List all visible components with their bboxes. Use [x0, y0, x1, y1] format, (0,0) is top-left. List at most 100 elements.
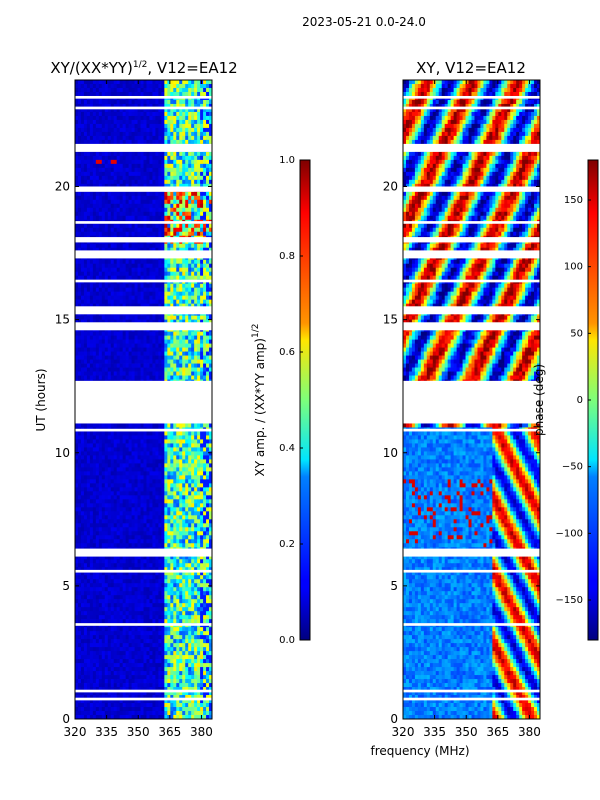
left-heatmap-cell [83, 371, 88, 376]
left-heatmap-cell [203, 451, 207, 456]
left-heatmap-cell [203, 503, 207, 508]
left-heatmap-cell [119, 271, 124, 277]
left-heatmap-cell [182, 467, 186, 472]
left-heatmap-cell [140, 511, 144, 516]
left-heatmap-cell [146, 463, 150, 468]
left-heatmap-cell [83, 507, 88, 512]
left-heatmap-cell [116, 195, 121, 201]
left-heatmap-cell [113, 127, 118, 133]
left-heatmap-cell [80, 127, 85, 133]
left-heatmap-cell [203, 435, 207, 440]
left-heatmap-cell [158, 119, 162, 125]
left-heatmap-cell [107, 275, 112, 281]
left-heatmap-cell [116, 223, 121, 229]
left-heatmap-cell [176, 231, 180, 237]
left-heatmap-cell [77, 179, 82, 185]
left-heatmap-cell [173, 111, 177, 117]
left-heatmap-cell [113, 139, 118, 145]
left-heatmap-cell [86, 195, 91, 201]
left-heatmap-cell [107, 203, 112, 209]
left-heatmap-cell [140, 479, 144, 484]
left-heatmap-cell [203, 163, 207, 169]
left-heatmap-cell [200, 223, 204, 229]
left-heatmap-cell [158, 467, 162, 472]
left-heatmap-cell [173, 303, 177, 309]
left-heatmap-cell [125, 271, 130, 277]
left-heatmap-cell [101, 343, 106, 348]
left-heatmap-cell [179, 371, 183, 376]
left-heatmap-cell [125, 339, 130, 344]
left-heatmap-cell [182, 483, 186, 488]
left-heatmap-cell [203, 80, 207, 85]
left-heatmap-cell [107, 135, 112, 141]
left-heatmap-cell [194, 183, 198, 189]
left-heatmap-cell [197, 211, 201, 217]
left-heatmap-cell [206, 335, 210, 340]
left-heatmap-cell [182, 99, 186, 105]
left-heatmap-cell [191, 459, 195, 464]
left-heatmap-cell [95, 107, 100, 113]
left-heatmap-cell [209, 103, 213, 109]
left-heatmap-cell [137, 479, 141, 484]
left-heatmap-cell [182, 503, 186, 508]
left-heatmap-cell [179, 359, 183, 364]
left-heatmap-cell [122, 80, 127, 85]
left-heatmap-cell [203, 191, 207, 197]
left-heatmap-cell [182, 375, 186, 380]
left-heatmap-cell [125, 231, 130, 237]
left-heatmap-cell [206, 351, 210, 356]
left-heatmap-cell [149, 487, 153, 492]
left-heatmap-cell [191, 363, 195, 368]
left-heatmap-cell [149, 131, 153, 137]
left-heatmap-cell [182, 291, 186, 297]
left-heatmap-cell [158, 271, 162, 277]
left-heatmap-cell [203, 287, 207, 293]
left-heatmap-cell [164, 103, 168, 109]
left-heatmap-cell [101, 99, 106, 105]
left-heatmap-cell [146, 291, 150, 297]
left-heatmap-cell [107, 151, 112, 157]
left-heatmap-cell [134, 275, 138, 281]
left-heatmap-cell [110, 91, 115, 97]
left-heatmap-cell [92, 375, 97, 380]
left-heatmap-cell [128, 463, 132, 468]
left-heatmap-cell [98, 155, 103, 161]
left-heatmap-cell [200, 283, 204, 289]
left-heatmap-cell [98, 319, 103, 325]
left-heatmap-cell [122, 511, 127, 516]
left-heatmap-cell [164, 247, 168, 253]
left-heatmap-cell [179, 151, 183, 157]
left-heatmap-cell [143, 479, 147, 484]
left-heatmap-cell [188, 259, 192, 265]
left-heatmap-cell [119, 107, 124, 113]
left-heatmap-cell [75, 439, 79, 444]
left-heatmap-cell [116, 491, 121, 496]
left-heatmap-cell [173, 80, 177, 85]
left-heatmap-cell [170, 203, 174, 209]
left-heatmap-cell [164, 127, 168, 133]
left-heatmap-cell [101, 435, 106, 440]
left-heatmap-cell [134, 495, 138, 500]
left-heatmap-cell [185, 287, 189, 293]
left-heatmap-cell [131, 207, 135, 213]
left-heatmap-cell [92, 451, 97, 456]
left-heatmap-cell [89, 119, 94, 125]
left-heatmap-cell [143, 299, 147, 305]
left-heatmap-cell [77, 203, 82, 209]
left-heatmap-cell [134, 211, 138, 217]
left-heatmap-cell [203, 211, 207, 217]
left-heatmap-cell [203, 99, 207, 105]
left-heatmap-cell [125, 503, 130, 508]
left-heatmap-cell [83, 479, 88, 484]
left-heatmap-cell [155, 171, 159, 177]
left-heatmap-cell [92, 459, 97, 464]
left-heatmap-cell [143, 335, 147, 340]
left-heatmap-cell [86, 299, 91, 305]
left-heatmap-cell [185, 291, 189, 297]
left-heatmap-cell [80, 375, 85, 380]
left-heatmap-cell [119, 479, 124, 484]
left-heatmap-cell [89, 91, 94, 97]
left-heatmap-cell [86, 431, 91, 436]
left-heatmap-cell [143, 343, 147, 348]
left-heatmap-cell [119, 303, 124, 309]
